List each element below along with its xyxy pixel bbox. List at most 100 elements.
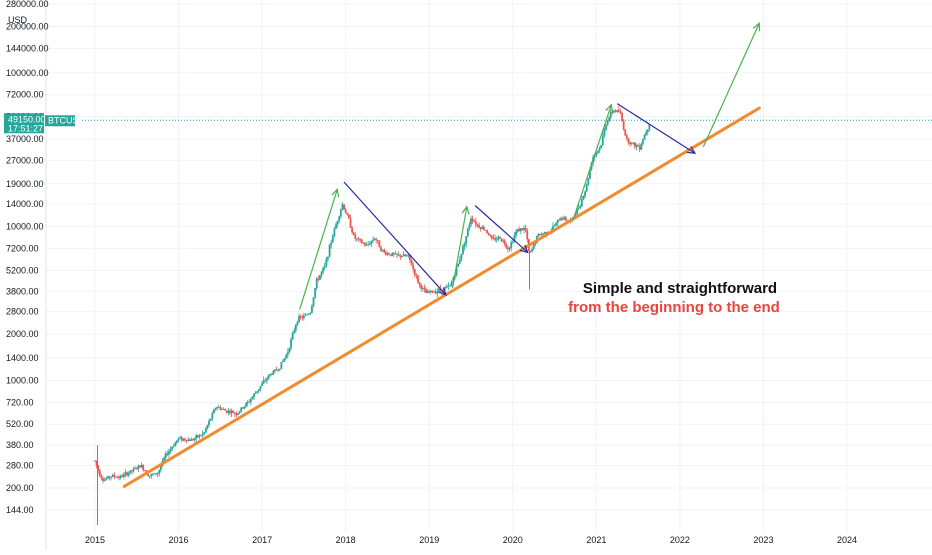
candle-body xyxy=(315,278,318,289)
candle-body xyxy=(134,468,137,469)
candle-body xyxy=(473,221,476,222)
candle-body xyxy=(118,477,121,479)
candle-body xyxy=(383,249,386,253)
candle-body xyxy=(431,290,434,293)
candle-body xyxy=(256,391,259,393)
candle-body xyxy=(463,243,466,247)
candle-body xyxy=(450,281,453,286)
candle-body xyxy=(638,146,641,150)
candle-body xyxy=(293,330,296,333)
candle-body xyxy=(272,371,275,375)
candle-body xyxy=(356,238,358,240)
candle-body xyxy=(339,209,342,217)
x-tick-label: 2019 xyxy=(419,535,439,545)
candle-body xyxy=(622,121,625,130)
candle-body xyxy=(224,409,227,411)
y-tick-label: 27000.00 xyxy=(6,155,44,165)
candle-body xyxy=(507,247,509,250)
candle-body xyxy=(257,389,260,392)
up-arrow[interactable] xyxy=(572,104,612,221)
down-arrow[interactable] xyxy=(616,103,696,154)
symbol-tag: BTCUSD xyxy=(48,115,86,125)
candle-body xyxy=(217,406,220,408)
candle-body xyxy=(471,218,474,222)
candles xyxy=(94,105,651,526)
support-trendline[interactable] xyxy=(122,106,761,488)
y-tick-label: 720.00 xyxy=(6,397,34,407)
candle-body xyxy=(211,413,214,419)
candle-body xyxy=(196,435,199,438)
candle-body xyxy=(576,208,578,215)
down-arrow[interactable] xyxy=(343,181,447,296)
candle-body xyxy=(225,410,228,413)
candle-body xyxy=(163,458,165,461)
candle-body xyxy=(397,254,400,256)
candle-body xyxy=(147,474,149,477)
candle-body xyxy=(637,145,640,147)
candle-body xyxy=(95,460,98,466)
candle-body xyxy=(474,221,477,225)
candle-body xyxy=(285,354,288,359)
last-price-tag-bg xyxy=(4,113,44,134)
candle-body xyxy=(235,413,238,415)
candle-body xyxy=(190,439,193,441)
candle-body xyxy=(537,233,540,237)
last-price-tag: 49150.00 17:51:27 BTCUSD xyxy=(4,113,86,134)
y-tick-label: 2000.00 xyxy=(6,329,39,339)
candle-body xyxy=(94,460,96,462)
candle-body xyxy=(102,478,104,481)
candle-body xyxy=(299,316,302,318)
candle-body xyxy=(169,449,172,452)
up-arrow-head xyxy=(461,205,470,215)
candle-body xyxy=(362,243,365,244)
candle-body xyxy=(564,217,567,221)
candle-body xyxy=(346,213,349,215)
candle-body xyxy=(465,236,468,244)
drawings[interactable] xyxy=(122,21,761,488)
candle-body xyxy=(336,220,339,225)
candle-body xyxy=(302,315,305,319)
up-arrow[interactable] xyxy=(299,189,338,310)
up-arrow[interactable] xyxy=(702,22,760,148)
candle-body xyxy=(367,244,370,246)
candle-body xyxy=(481,227,484,229)
candle-body xyxy=(110,476,112,478)
candle-body xyxy=(312,297,315,307)
candle-body xyxy=(598,148,601,151)
candle-body xyxy=(341,204,344,210)
candle-body xyxy=(614,110,617,112)
down-arrow[interactable] xyxy=(474,205,529,253)
candle-body xyxy=(129,470,132,473)
candle-body xyxy=(384,252,387,255)
candle-body xyxy=(209,418,212,421)
candle-body xyxy=(229,410,231,414)
candle-body xyxy=(216,407,219,409)
candle-body xyxy=(266,378,268,381)
candle-body xyxy=(277,370,280,371)
candle-body xyxy=(544,232,546,234)
candle-body xyxy=(251,396,254,400)
candle-body xyxy=(503,240,506,245)
candle-body xyxy=(510,242,513,249)
candle-body xyxy=(243,406,246,409)
candle-body xyxy=(294,324,297,331)
x-axis[interactable]: 2015 2016 2017 2018 2019 2020 2021 2022 2023 2024 xyxy=(85,535,857,545)
candle-body xyxy=(394,253,397,255)
candle-body xyxy=(291,332,294,340)
candle-body xyxy=(193,438,196,441)
candle-body xyxy=(425,289,427,294)
candle-body xyxy=(151,474,154,475)
candle-body xyxy=(98,470,101,477)
candle-body xyxy=(553,225,556,227)
candle-body xyxy=(168,451,170,455)
y-tick-label: 19000.00 xyxy=(6,179,44,189)
candle-body xyxy=(347,214,350,219)
x-tick-label: 2021 xyxy=(586,535,606,545)
candle-body xyxy=(253,393,255,397)
candle-body xyxy=(275,369,278,371)
up-arrow[interactable] xyxy=(452,206,468,288)
candle-body xyxy=(311,306,313,313)
candle-body xyxy=(487,233,490,236)
candle-body xyxy=(560,218,562,221)
